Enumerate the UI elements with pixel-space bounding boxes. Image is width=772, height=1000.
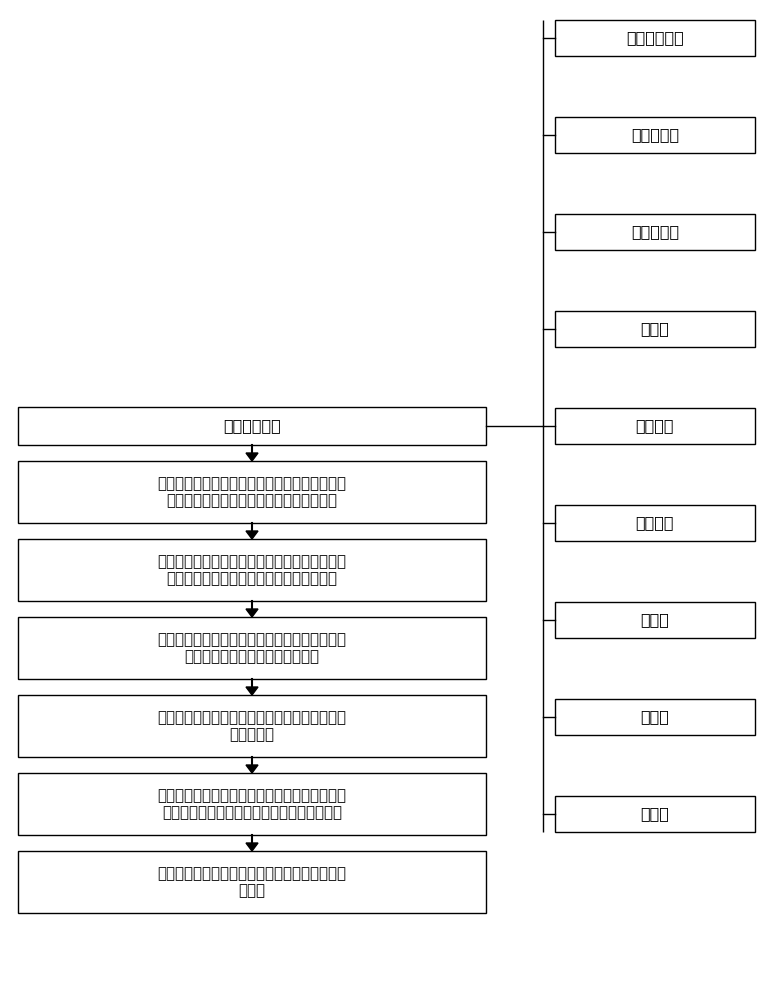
Text: 氢气回收罐: 氢气回收罐 <box>631 127 679 142</box>
FancyBboxPatch shape <box>18 407 486 445</box>
Text: 构建脱氢装置: 构建脱氢装置 <box>223 418 281 434</box>
FancyBboxPatch shape <box>555 796 755 832</box>
Text: 冷却器: 冷却器 <box>641 710 669 724</box>
FancyBboxPatch shape <box>18 851 486 913</box>
FancyBboxPatch shape <box>18 695 486 757</box>
Polygon shape <box>246 453 258 461</box>
FancyBboxPatch shape <box>555 311 755 347</box>
FancyBboxPatch shape <box>18 773 486 835</box>
Text: 合成气分离罐中的水溶解氯化氢，氢气通过氢气
回收罐回收储存，盐酸溶液排至盐酸回收罐: 合成气分离罐中的水溶解氯化氢，氢气通过氢气 回收罐回收储存，盐酸溶液排至盐酸回收… <box>157 476 347 508</box>
FancyBboxPatch shape <box>555 505 755 541</box>
FancyBboxPatch shape <box>555 20 755 56</box>
FancyBboxPatch shape <box>18 617 486 679</box>
FancyBboxPatch shape <box>555 699 755 735</box>
FancyBboxPatch shape <box>555 408 755 444</box>
Text: 氧气罐: 氧气罐 <box>641 612 669 628</box>
Text: 利用加热夹套对解析塔进行加热，解析塔中析出
氯化氢气体: 利用加热夹套对解析塔进行加热，解析塔中析出 氯化氢气体 <box>157 710 347 742</box>
Polygon shape <box>246 609 258 617</box>
Text: 燃烧装置: 燃烧装置 <box>636 516 674 530</box>
FancyBboxPatch shape <box>555 214 755 250</box>
Text: 盐酸溶液通入解析塔，加入催化剂，氢气燃烧反
应产生的反应热收集至加热夹套中: 盐酸溶液通入解析塔，加入催化剂，氢气燃烧反 应产生的反应热收集至加热夹套中 <box>157 632 347 664</box>
Text: 解析塔: 解析塔 <box>641 322 669 336</box>
Text: 利用吸附柱对经过一级脱水的氯化氢气体进行多
级脱水: 利用吸附柱对经过一级脱水的氯化氢气体进行多 级脱水 <box>157 866 347 898</box>
Text: 氢气回收罐中回收的氢气和氧气罐中的氧气通入
燃烧装置，在燃烧装置内进行氢气燃烧反应: 氢气回收罐中回收的氢气和氧气罐中的氧气通入 燃烧装置，在燃烧装置内进行氢气燃烧反… <box>157 554 347 586</box>
Polygon shape <box>246 687 258 695</box>
Text: 冷却器对解析塔中析出的氯化氢气体进行冷却，
冷却后的氯化氢气体利用除雾器进行一级脱水: 冷却器对解析塔中析出的氯化氢气体进行冷却， 冷却后的氯化氢气体利用除雾器进行一级… <box>157 788 347 820</box>
FancyBboxPatch shape <box>555 117 755 153</box>
Text: 除雾器: 除雾器 <box>641 806 669 822</box>
Polygon shape <box>246 765 258 773</box>
FancyBboxPatch shape <box>18 461 486 523</box>
Polygon shape <box>246 843 258 851</box>
Text: 盐酸回收罐: 盐酸回收罐 <box>631 225 679 239</box>
FancyBboxPatch shape <box>555 602 755 638</box>
Text: 加热夹套: 加热夹套 <box>636 418 674 434</box>
FancyBboxPatch shape <box>18 539 486 601</box>
Polygon shape <box>246 531 258 539</box>
Text: 合成气分离罐: 合成气分离罐 <box>626 30 684 45</box>
